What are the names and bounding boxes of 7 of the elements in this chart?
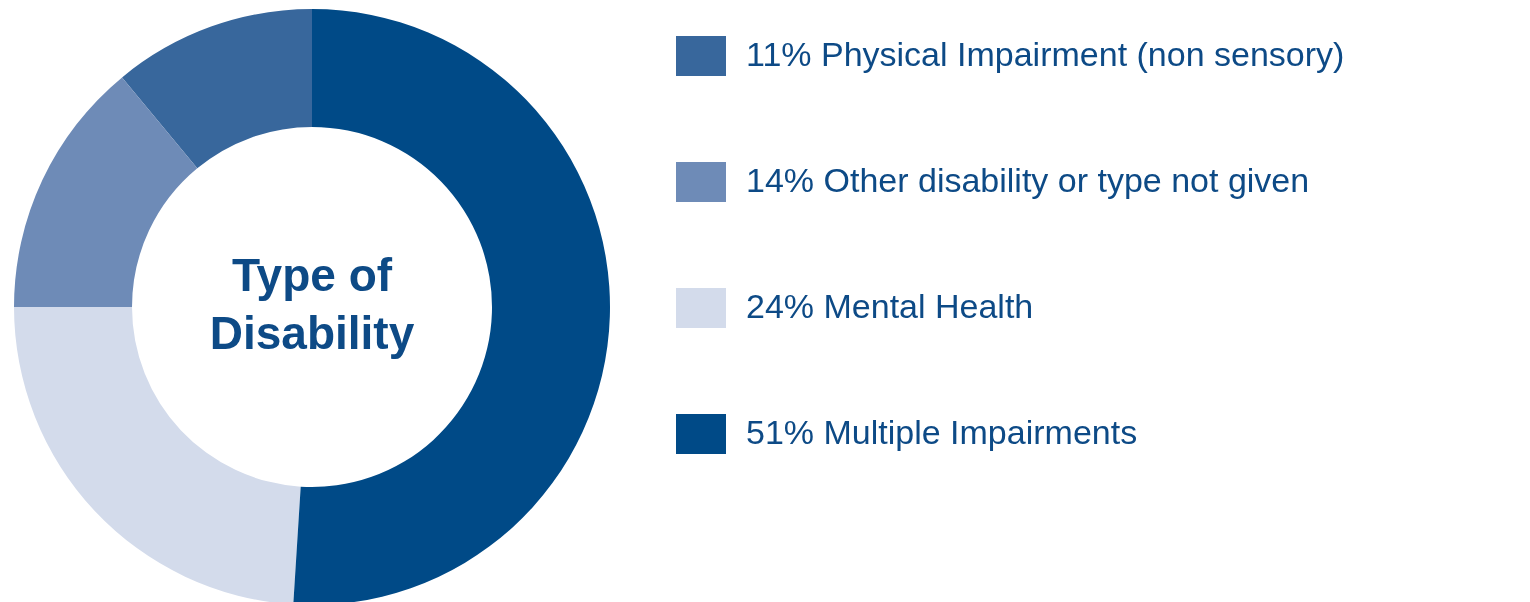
text: Type of Disability xyxy=(209,249,415,359)
legend-label: 14% Other disability or type not given xyxy=(746,161,1310,199)
legend-label: 24% Mental Health xyxy=(746,287,1034,325)
donut-slice xyxy=(14,77,198,307)
legend-label: 11% Physical Impairment (non sensory) xyxy=(746,35,1345,73)
donut-slice xyxy=(122,9,312,169)
legend-label: 51% Multiple Impairments xyxy=(746,413,1138,451)
